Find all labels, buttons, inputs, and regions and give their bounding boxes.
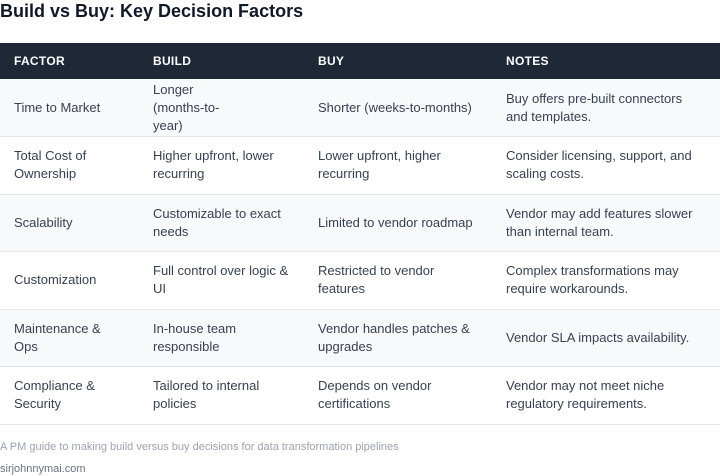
cell-factor: Time to Market <box>14 99 101 115</box>
cell-build: Longer (months-to-year) <box>153 81 220 133</box>
header-factor: FACTOR <box>14 54 65 68</box>
page-title: Build vs Buy: Key Decision Factors <box>0 1 304 21</box>
table-row: Compliance & Security Tailored to intern… <box>0 366 720 424</box>
header-row: FACTOR BUILD BUY NOTES <box>0 43 720 79</box>
caption: A PM guide to making build versus buy de… <box>0 441 399 453</box>
cell-build: Tailored to internal policies <box>153 378 260 412</box>
table-row: Total Cost of Ownership Higher upfront, … <box>0 136 720 194</box>
cell-factor: Customization <box>14 272 97 288</box>
cell-buy: Restricted to vendor features <box>318 263 435 297</box>
cell-notes: Consider licensing, support, and scaling… <box>506 148 692 182</box>
header-notes: NOTES <box>506 54 549 68</box>
header-buy: BUY <box>318 54 345 68</box>
table-body: Time to Market Longer (months-to-year) S… <box>0 79 720 424</box>
cell-build: Higher upfront, lower recurring <box>153 148 274 182</box>
cell-buy: Vendor handles patches & upgrades <box>318 320 470 354</box>
cell-buy: Limited to vendor roadmap <box>318 214 473 230</box>
table-row: Time to Market Longer (months-to-year) S… <box>0 79 720 137</box>
table-header: FACTOR BUILD BUY NOTES <box>0 43 720 79</box>
cell-notes: Buy offers pre-built connectors and temp… <box>506 90 683 124</box>
cell-notes: Vendor SLA impacts availability. <box>506 329 690 345</box>
cell-buy: Lower upfront, higher recurring <box>318 148 441 182</box>
cell-factor: Maintenance & Ops <box>14 320 101 354</box>
site-url: sirjohnnymai.com <box>0 463 86 475</box>
table-row: Maintenance & Ops In-house team responsi… <box>0 309 720 367</box>
cell-factor: Scalability <box>14 214 73 230</box>
cell-build: Full control over logic & UI <box>153 263 289 297</box>
table-row: Customization Full control over logic & … <box>0 251 720 309</box>
header-build: BUILD <box>153 54 192 68</box>
cell-factor: Compliance & Security <box>14 378 95 412</box>
cell-notes: Vendor may add features slower than inte… <box>506 205 693 239</box>
cell-buy: Depends on vendor certifications <box>318 378 432 412</box>
cell-notes: Complex transformations may require work… <box>506 263 679 297</box>
cell-build: Customizable to exact needs <box>153 205 281 239</box>
cell-factor: Total Cost of Ownership <box>14 148 87 182</box>
decision-factors-table: FACTOR BUILD BUY NOTES Time to Market Lo… <box>0 43 720 425</box>
cell-build: In-house team responsible <box>153 320 237 354</box>
table-row: Scalability Customizable to exact needs … <box>0 194 720 252</box>
cell-notes: Vendor may not meet niche regulatory req… <box>506 378 665 412</box>
cell-buy: Shorter (weeks-to-months) <box>318 99 472 115</box>
